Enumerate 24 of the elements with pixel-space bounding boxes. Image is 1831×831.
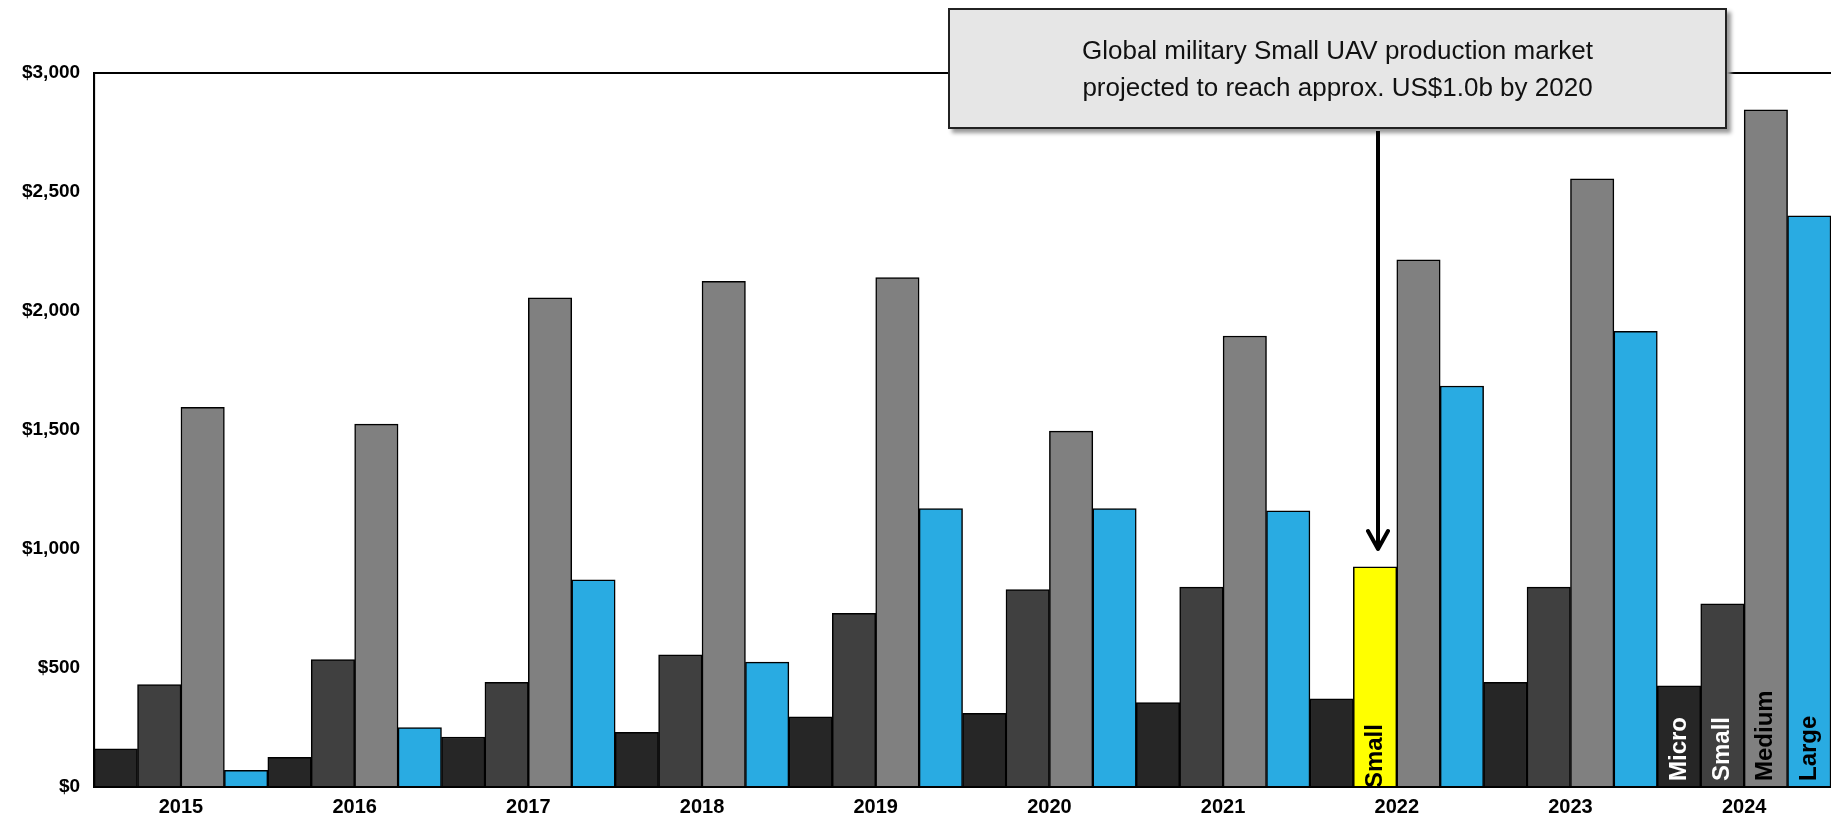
series-label: Large bbox=[1793, 715, 1821, 781]
x-tick-label: 2020 bbox=[1027, 794, 1072, 817]
x-tick-label: 2019 bbox=[853, 794, 898, 817]
y-tick-label: $0 bbox=[58, 775, 81, 797]
annotation: Global military Small UAV production market projected to reach approx. US$1.0b by 2020 bbox=[1081, 34, 1594, 104]
series-label: Medium bbox=[1750, 690, 1778, 781]
annotation: Small bbox=[1359, 724, 1387, 789]
callout-box: Global military Small UAV production market projected to reach approx. US$1.0b by 2020 bbox=[948, 8, 1727, 129]
y-tick-label: $1,500 bbox=[21, 418, 81, 440]
y-tick-label: $1,000 bbox=[21, 537, 81, 559]
y-tick-label: $3,000 bbox=[21, 61, 81, 83]
x-tick-label: 2021 bbox=[1200, 794, 1246, 817]
x-tick-label: 2024 bbox=[1721, 794, 1768, 817]
x-tick-label: 2022 bbox=[1374, 794, 1420, 817]
series-label: Small bbox=[1707, 716, 1735, 781]
series-label: Micro bbox=[1663, 716, 1691, 781]
x-tick-label: 2015 bbox=[158, 794, 204, 817]
x-tick-label: 2017 bbox=[506, 794, 551, 817]
y-tick-label: $2,000 bbox=[21, 299, 81, 321]
x-tick-label: 2016 bbox=[332, 794, 377, 817]
x-tick-label: 2018 bbox=[679, 794, 725, 817]
y-tick-label: $500 bbox=[37, 656, 81, 678]
x-tick-label: 2023 bbox=[1548, 794, 1593, 817]
y-tick-label: $2,500 bbox=[21, 180, 81, 202]
